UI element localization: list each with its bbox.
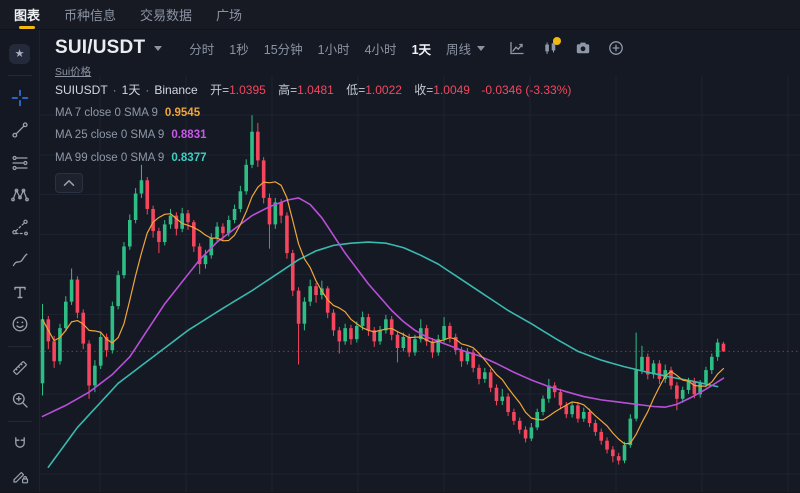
symbol-title[interactable]: SUI/USDT <box>55 37 146 58</box>
interval-settings-button[interactable] <box>542 37 562 56</box>
sui-price-link[interactable]: Sui价格 <box>55 66 92 78</box>
ma7-line <box>41 181 725 445</box>
magnet-icon <box>14 436 25 448</box>
ruler-tool[interactable] <box>0 352 40 384</box>
series-symbol: SUIUSDT <box>55 83 108 97</box>
star-icon: ★ <box>14 48 25 61</box>
ma7-label: MA 7 close 0 SMA 9 <box>55 106 158 119</box>
close-label: 收= <box>414 83 434 97</box>
lock-drawings-tool[interactable] <box>0 460 40 492</box>
open-label: 开= <box>210 83 230 97</box>
add-chart-button[interactable] <box>608 40 624 56</box>
nav-tab-trading-data[interactable]: 交易数据 <box>140 8 193 23</box>
nav-tab-square[interactable]: 广场 <box>216 8 243 23</box>
trend-line-icon <box>11 122 28 138</box>
series-interval: 1天 <box>121 83 141 97</box>
toolbar-divider <box>7 421 32 423</box>
timeframe-1s[interactable]: 1秒 <box>229 42 249 57</box>
crosshair-tool[interactable] <box>0 82 40 114</box>
top-navigation: 图表 币种信息 交易数据 广场 <box>0 0 800 30</box>
ma25-label: MA 25 close 0 SMA 9 <box>55 129 165 141</box>
timeframe-more[interactable]: 周线 <box>446 39 486 58</box>
screenshot-button[interactable] <box>575 40 591 56</box>
ma99-value: 0.8377 <box>171 151 207 164</box>
chart-action-icons <box>509 37 624 56</box>
timeframe-15m[interactable]: 15分钟 <box>263 42 303 57</box>
change-value: -0.0346 (-3.33%) <box>481 83 572 97</box>
plus-circle-icon <box>609 41 623 55</box>
text-tool[interactable] <box>0 276 40 308</box>
symbol-chevron-down-icon[interactable] <box>154 45 163 51</box>
xabcd-pattern-icon <box>10 188 29 202</box>
camera-icon <box>576 42 590 54</box>
forecast-tool[interactable] <box>0 211 40 243</box>
timeframe-1h[interactable]: 1小时 <box>317 42 350 57</box>
candlestick-chart[interactable] <box>40 76 800 492</box>
horizontal-lines-tool[interactable] <box>0 146 40 178</box>
ma7-legend-row[interactable]: MA 7 close 0 SMA 9 0.9545 <box>55 106 571 120</box>
chart-legend: SUIUSDT · 1天 · Binance 开=1.0395 高=1.0481 低=1… <box>55 83 571 193</box>
chart-header: SUI/USDT 分时 1秒 15分钟 1小时 4小时 1天 周线 <box>40 30 800 78</box>
grid-layer <box>40 76 800 492</box>
ruler-icon <box>12 360 27 375</box>
ma99-line <box>47 241 719 468</box>
high-label: 高= <box>278 83 298 97</box>
timeframe-fenshi[interactable]: 分时 <box>189 42 215 57</box>
timeframe-chevron-down-icon <box>477 45 486 51</box>
horizontal-lines-icon <box>11 155 28 170</box>
drawing-toolbar: ★ <box>0 30 40 492</box>
indicator-chart-icon <box>510 41 524 55</box>
crosshair-icon <box>11 89 28 107</box>
nav-tab-coin-info[interactable]: 币种信息 <box>64 8 117 23</box>
ma99-legend-row[interactable]: MA 99 close 0 SMA 9 0.8377 <box>55 151 571 165</box>
indicator-chart-button[interactable] <box>509 40 525 56</box>
high-value: 1.0481 <box>297 83 334 97</box>
trend-line-tool[interactable] <box>0 114 40 146</box>
notification-badge <box>553 37 562 45</box>
chevron-up-icon <box>63 179 75 186</box>
timeframe-1d[interactable]: 1天 <box>411 42 432 57</box>
toolbar-divider <box>7 345 32 347</box>
separator-dot: · <box>112 83 117 97</box>
zoom-in-icon <box>12 393 28 408</box>
interval-candles-icon <box>545 41 556 54</box>
timeframe-bar: 分时 1秒 15分钟 1小时 4小时 1天 周线 <box>189 39 486 58</box>
emoji-tool[interactable] <box>0 308 40 340</box>
chart-area: SUIUSDT · 1天 · Binance 开=1.0395 高=1.0481 低=1… <box>40 76 800 492</box>
toolbar-divider <box>7 74 32 76</box>
candles-layer <box>40 115 726 465</box>
ma25-value: 0.8831 <box>171 129 207 141</box>
nav-tab-chart[interactable]: 图表 <box>14 0 40 29</box>
forecast-icon <box>11 219 28 236</box>
legend-collapse-button[interactable] <box>55 172 83 193</box>
magnet-tool[interactable] <box>0 427 40 459</box>
ma25-line <box>41 197 725 418</box>
text-icon <box>13 286 26 299</box>
ma7-value: 0.9545 <box>164 106 201 119</box>
low-label: 低= <box>346 83 366 97</box>
timeframe-1w: 周线 <box>446 42 472 57</box>
emoji-icon <box>12 316 27 332</box>
open-value: 1.0395 <box>229 83 266 97</box>
series-exchange: Binance <box>154 83 198 97</box>
zoom-in-tool[interactable] <box>0 384 40 416</box>
close-value: 1.0049 <box>433 83 470 97</box>
low-value: 1.0022 <box>365 83 402 97</box>
separator-dot: · <box>145 83 150 97</box>
pencil-lock-icon <box>12 471 28 484</box>
ma99-label: MA 99 close 0 SMA 9 <box>55 151 165 164</box>
series-info-row: SUIUSDT · 1天 · Binance 开=1.0395 高=1.0481 低=1… <box>55 83 571 97</box>
xabcd-pattern-tool[interactable] <box>0 179 40 211</box>
timeframe-4h[interactable]: 4小时 <box>364 42 397 57</box>
brush-icon <box>12 253 27 266</box>
favorites-star-button[interactable]: ★ <box>9 44 30 64</box>
brush-tool[interactable] <box>0 243 40 275</box>
ma25-legend-row[interactable]: MA 25 close 0 SMA 9 0.8831 <box>55 128 571 142</box>
